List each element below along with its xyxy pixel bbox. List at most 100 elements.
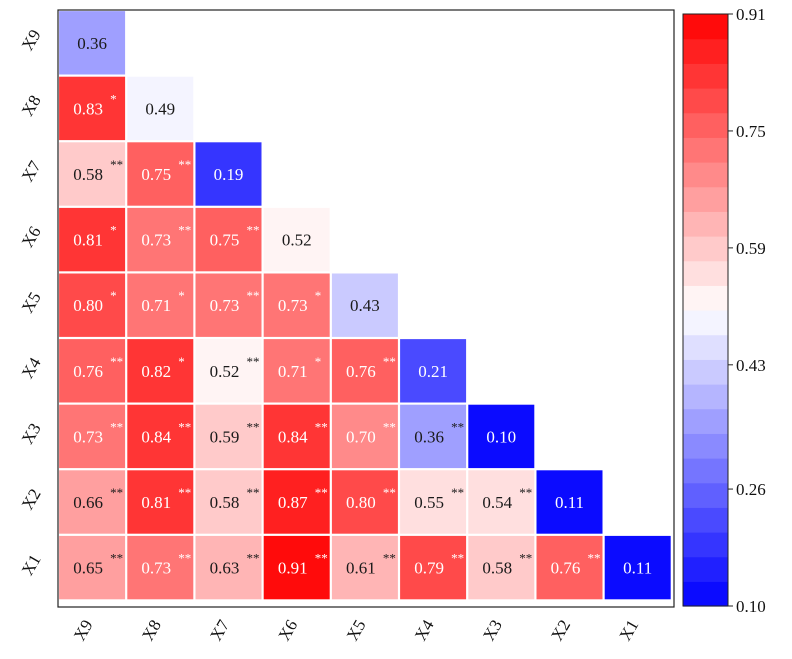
- significance-mark: **: [451, 485, 464, 500]
- heatmap-cell-value: 0.80: [346, 493, 376, 512]
- heatmap-cell-value: 0.81: [73, 231, 103, 250]
- heatmap-cell-value: 0.73: [141, 559, 171, 578]
- significance-mark: **: [383, 551, 396, 566]
- x-tick-label: X2: [547, 617, 574, 644]
- heatmap-cell: 0.73 **: [127, 207, 194, 272]
- heatmap-cell-value: 0.11: [623, 559, 652, 578]
- heatmap-cell: 0.66 **: [59, 470, 126, 534]
- x-tick-label: X4: [411, 616, 438, 644]
- heatmap-cell: 0.84 **: [263, 404, 330, 469]
- heatmap-cell: 0.73 *: [263, 273, 330, 337]
- colorbar-tick-label: 0.26: [736, 480, 766, 499]
- significance-mark: *: [315, 354, 322, 369]
- colorbar-segment: [683, 433, 728, 459]
- heatmap-cell-rect: [59, 207, 126, 272]
- heatmap-cell-value: 0.76: [346, 362, 376, 381]
- heatmap-cell-value: 0.81: [141, 493, 171, 512]
- heatmap-cell-rect: [59, 339, 126, 403]
- heatmap-cell-rect: [400, 339, 467, 403]
- y-tick-label: X5: [18, 289, 45, 316]
- heatmap-cell-value: 0.84: [278, 427, 308, 446]
- significance-mark: **: [110, 157, 123, 172]
- significance-mark: **: [110, 419, 123, 434]
- significance-mark: **: [451, 419, 464, 434]
- heatmap-cell: 0.83 *: [59, 76, 126, 141]
- heatmap-cell-value: 0.58: [210, 493, 240, 512]
- heatmap-cell: 0.73 **: [195, 273, 262, 337]
- heatmap-cell-rect: [59, 273, 126, 337]
- heatmap-cell-rect: [59, 535, 126, 600]
- heatmap-cell: 0.55 **: [400, 470, 467, 534]
- heatmap-cell-value: 0.87: [278, 493, 308, 512]
- significance-mark: **: [451, 551, 464, 566]
- heatmap-cell-rect: [127, 273, 194, 337]
- heatmap-cell: 0.58 **: [59, 142, 126, 206]
- heatmap-cell-value: 0.52: [210, 362, 240, 381]
- heatmap-cell-rect: [400, 535, 467, 600]
- y-tick-label: X6: [18, 223, 45, 250]
- heatmap-cell-rect: [127, 76, 194, 141]
- heatmap-cell-rect: [59, 11, 126, 75]
- heatmap-cell-value: 0.76: [551, 559, 581, 578]
- heatmap-cell-rect: [536, 470, 603, 534]
- x-tick-label: X5: [343, 617, 370, 644]
- heatmap-cell-rect: [468, 404, 535, 469]
- heatmap-cell-value: 0.21: [418, 362, 448, 381]
- heatmap-cell: 0.76 **: [536, 535, 603, 600]
- heatmap-cell-value: 0.70: [346, 427, 376, 446]
- heatmap-cell-value: 0.75: [141, 165, 171, 184]
- heatmap-cell-rect: [263, 404, 330, 469]
- y-tick-label: X7: [18, 157, 45, 185]
- heatmap-cell: 0.81 *: [59, 207, 126, 272]
- colorbar-segment: [683, 359, 728, 385]
- heatmap-cell-value: 0.10: [486, 427, 516, 446]
- heatmap-cell-rect: [331, 535, 398, 600]
- heatmap-cell-value: 0.52: [282, 231, 312, 250]
- colorbar-segment: [683, 556, 728, 582]
- heatmap-cell-rect: [263, 207, 330, 272]
- heatmap-cell-value: 0.84: [141, 427, 171, 446]
- heatmap-cell-value: 0.91: [278, 559, 308, 578]
- heatmap-cell-rect: [127, 142, 194, 206]
- significance-mark: **: [178, 419, 191, 434]
- heatmap-cell-rect: [59, 470, 126, 534]
- heatmap-cell-value: 0.73: [278, 296, 308, 315]
- heatmap-cell: 0.36 **: [400, 404, 467, 469]
- heatmap-cell: 0.71 *: [263, 339, 330, 403]
- significance-mark: **: [110, 551, 123, 566]
- heatmap-cell-value: 0.61: [346, 559, 376, 578]
- heatmap-cell-rect: [195, 273, 262, 337]
- colorbar-frame: [682, 13, 729, 607]
- heatmap-cell: 0.54 **: [468, 470, 535, 534]
- x-tick-label: X3: [479, 617, 506, 644]
- heatmap-cell: 0.82 *: [127, 339, 194, 403]
- significance-mark: **: [315, 419, 328, 434]
- heatmap-cell-rect: [195, 404, 262, 469]
- colorbar-segment: [683, 112, 728, 138]
- significance-mark: *: [315, 288, 322, 303]
- heatmap-cell-value: 0.59: [210, 427, 240, 446]
- significance-mark: **: [519, 551, 532, 566]
- heatmap-cell-value: 0.75: [210, 231, 240, 250]
- significance-mark: **: [247, 485, 260, 500]
- significance-mark: **: [247, 354, 260, 369]
- significance-mark: **: [315, 485, 328, 500]
- heatmap-cell-value: 0.58: [73, 165, 103, 184]
- heatmap-cell: 0.87 **: [263, 470, 330, 534]
- colorbar-segment: [683, 285, 728, 311]
- significance-mark: **: [178, 485, 191, 500]
- significance-mark: **: [247, 419, 260, 434]
- heatmap-cell-rect: [59, 404, 126, 469]
- significance-mark: **: [315, 551, 328, 566]
- heatmap-cells: 0.360.83*0.490.58**0.75**0.190.81*0.73**…: [59, 11, 671, 600]
- colorbar-segment: [683, 236, 728, 262]
- y-tick-label: X4: [18, 354, 45, 382]
- significance-mark: *: [178, 354, 185, 369]
- heatmap-cell-rect: [536, 535, 603, 600]
- heatmap-cell-rect: [195, 535, 262, 600]
- significance-mark: **: [178, 223, 191, 238]
- heatmap-cell-rect: [263, 470, 330, 534]
- heatmap-cell: 0.79 **: [400, 535, 467, 600]
- significance-mark: **: [383, 485, 396, 500]
- heatmap-cell-value: 0.36: [414, 427, 444, 446]
